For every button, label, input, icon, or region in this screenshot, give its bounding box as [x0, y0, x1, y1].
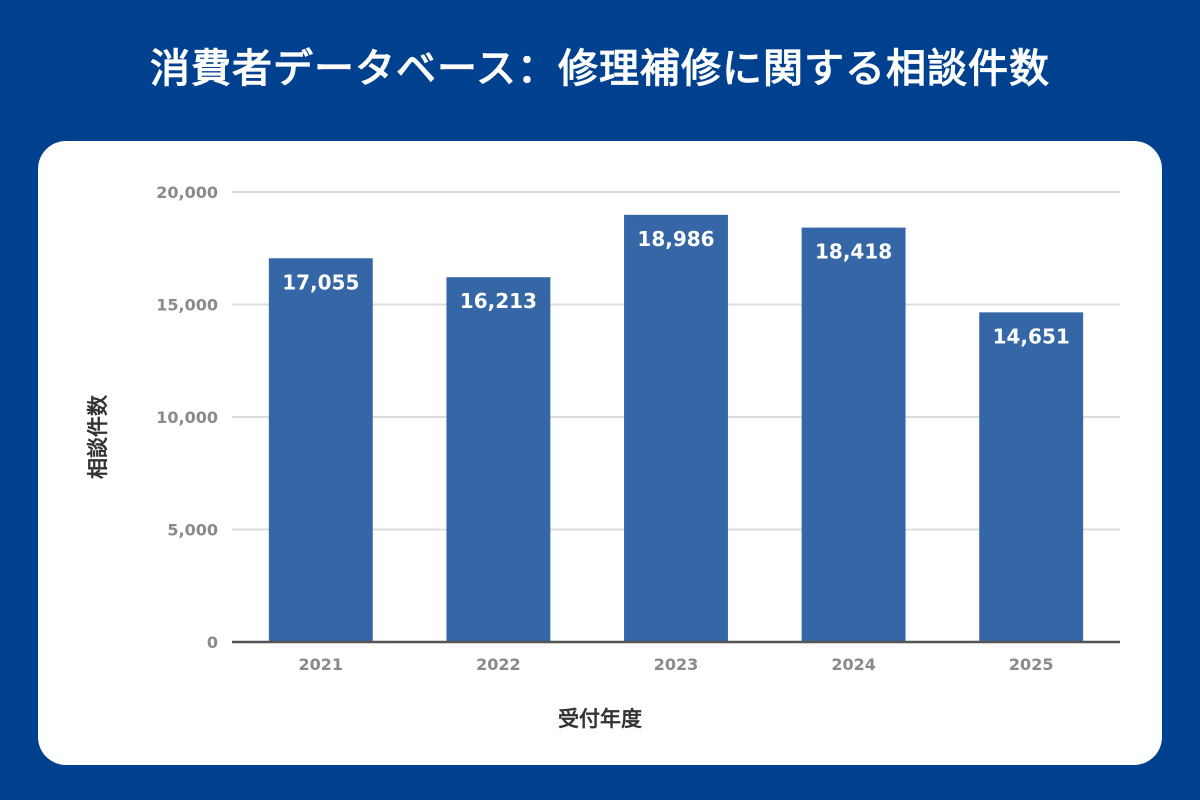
x-tick-labels: 2021 2022 2023 2024 2025	[299, 655, 1054, 674]
bar	[446, 277, 551, 642]
bar	[801, 227, 906, 642]
bar-value-label: 18,418	[815, 240, 892, 264]
bar	[979, 312, 1084, 642]
x-axis-title: 受付年度	[558, 707, 642, 731]
bar-value-label: 14,651	[993, 324, 1070, 348]
bar-value-label: 17,055	[282, 270, 359, 294]
chart-card	[38, 141, 1162, 765]
chart-title: 消費者データベース：修理補修に関する相談件数	[150, 46, 1050, 92]
bar-value-label: 18,986	[637, 227, 714, 251]
bar-value-label: 16,213	[460, 289, 537, 313]
bars: 17,055 16,213 18,986 18,418 14,651	[268, 214, 1084, 642]
y-tick-label: 15,000	[156, 296, 218, 315]
x-tick-label: 2025	[1009, 655, 1054, 674]
y-tick-label: 10,000	[156, 408, 218, 427]
y-tick-label: 5,000	[167, 521, 218, 540]
y-tick-label: 0	[207, 633, 218, 652]
bar	[268, 258, 373, 642]
x-tick-label: 2024	[831, 655, 876, 674]
y-tick-labels: 0 5,000 10,000 15,000 20,000	[156, 183, 218, 652]
bar	[624, 214, 728, 642]
x-tick-label: 2021	[299, 655, 344, 674]
x-tick-label: 2023	[654, 655, 699, 674]
y-tick-label: 20,000	[156, 183, 218, 202]
x-tick-label: 2022	[476, 655, 521, 674]
y-axis-title: 相談件数	[86, 394, 110, 479]
